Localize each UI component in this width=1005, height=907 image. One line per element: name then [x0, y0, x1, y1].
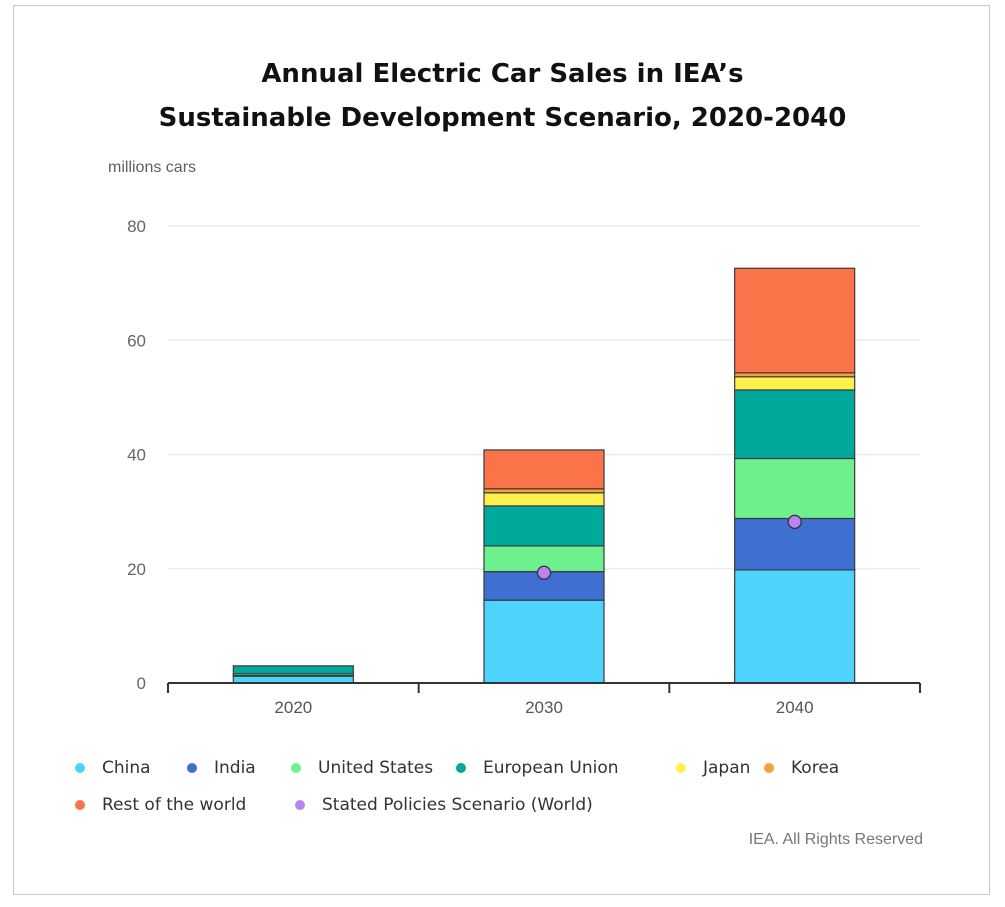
x-tick-label: 2040 — [776, 698, 814, 717]
bar-segment — [734, 267, 856, 374]
legend-item: India — [187, 758, 291, 778]
legend-swatch — [295, 800, 305, 810]
legend-swatch — [291, 763, 301, 773]
legend-swatch — [676, 763, 686, 773]
bar-segment — [734, 389, 856, 460]
legend-swatch — [456, 763, 466, 773]
legend-label: Stated Policies Scenario (World) — [322, 795, 593, 815]
y-tick-label: 40 — [127, 446, 146, 465]
bar-segment — [734, 569, 856, 684]
legend-label: European Union — [483, 758, 619, 778]
x-tick-label: 2020 — [274, 698, 312, 717]
y-tick-label: 20 — [127, 560, 146, 579]
legend-label: China — [102, 758, 151, 778]
legend-label: United States — [318, 758, 434, 778]
bar-segment — [734, 457, 856, 520]
legend-row: Rest of the world Stated Policies Scenari… — [75, 792, 955, 818]
bar-segment — [483, 449, 605, 490]
y-tick-label: 80 — [127, 217, 146, 236]
legend-item: China — [75, 758, 187, 778]
bar-segment — [483, 599, 605, 684]
legend-label: Rest of the world — [102, 795, 247, 815]
legend-row: China India United States European Union Jap… — [75, 755, 955, 781]
legend-label: India — [214, 758, 256, 778]
chart-title: Annual Electric Car Sales in IEA’s Susta… — [0, 52, 1005, 140]
legend-swatch — [75, 763, 85, 773]
legend-item: United States — [291, 758, 456, 778]
legend: China India United States European Union Jap… — [75, 755, 955, 829]
bar-segment — [483, 505, 605, 547]
legend-item: Rest of the world — [75, 795, 295, 815]
copyright-footer: IEA. All Rights Reserved — [748, 831, 923, 848]
legend-label: Korea — [791, 758, 840, 778]
bar-segment — [232, 675, 354, 684]
legend-label: Japan — [703, 758, 751, 778]
scenario-marker — [536, 565, 552, 580]
legend-item: European Union — [456, 758, 676, 778]
chart-title-line-2: Sustainable Development Scenario, 2020-2… — [158, 103, 847, 133]
y-axis-unit-label: millions cars — [108, 159, 197, 176]
legend-item: Japan — [676, 758, 764, 778]
bar-segment — [483, 492, 605, 507]
legend-swatch — [75, 800, 85, 810]
x-tick-label: 2030 — [525, 698, 563, 717]
scenario-marker — [787, 514, 802, 530]
legend-swatch — [187, 763, 197, 773]
y-tick-label: 0 — [137, 674, 146, 693]
chart-title-line-1: Annual Electric Car Sales in IEA’s — [261, 59, 744, 89]
bar-segment — [232, 665, 354, 675]
legend-swatch — [764, 763, 774, 773]
legend-item: Stated Policies Scenario (World) — [295, 795, 593, 815]
bar-segment — [734, 376, 856, 391]
legend-item: Korea — [764, 758, 884, 778]
y-tick-label: 60 — [127, 331, 146, 350]
